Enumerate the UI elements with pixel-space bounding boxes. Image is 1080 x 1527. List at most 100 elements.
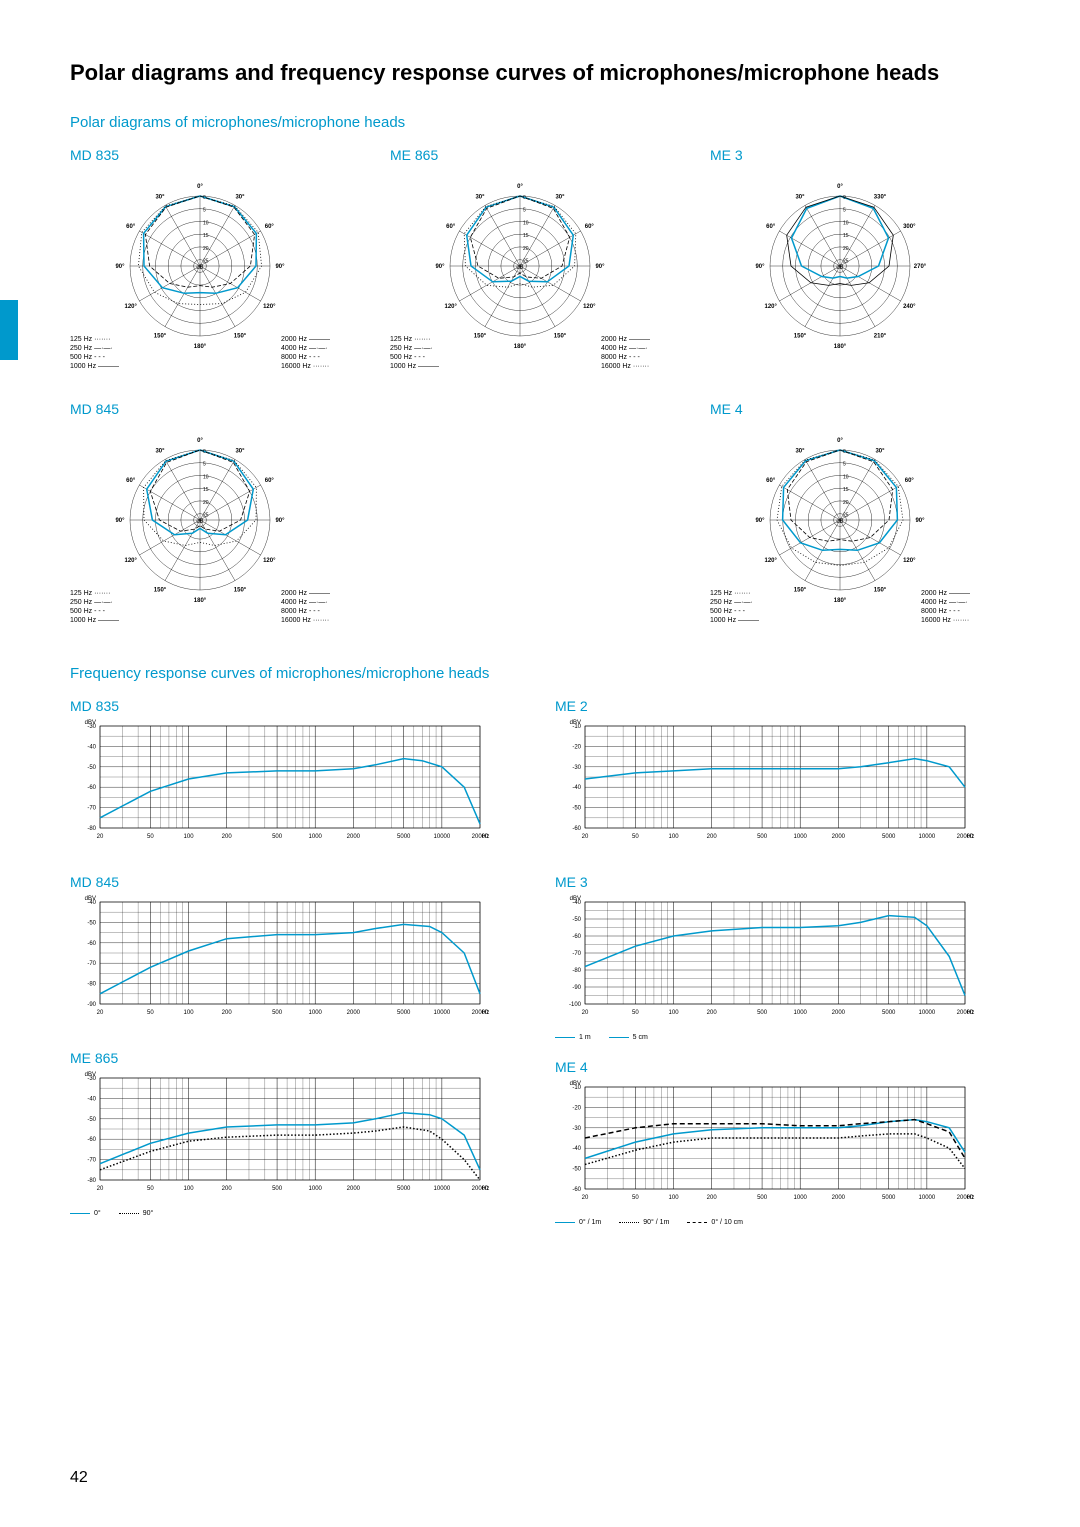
svg-text:60°: 60° — [905, 478, 915, 484]
svg-text:1000: 1000 — [309, 1010, 323, 1016]
svg-text:500: 500 — [757, 1195, 768, 1201]
svg-text:500: 500 — [757, 834, 768, 840]
polar-title-md835: MD 835 — [70, 147, 370, 163]
svg-text:200: 200 — [707, 1195, 718, 1201]
polar-chart-me865: 0°30°60°90°120°150°180°150°120°90°60°30°… — [390, 171, 650, 371]
freq-legend-me3: 1 m5 cm — [555, 1034, 1010, 1041]
svg-text:100: 100 — [184, 1010, 195, 1016]
svg-text:5: 5 — [203, 208, 206, 214]
svg-text:120°: 120° — [765, 558, 778, 564]
freq-title-me865: ME 865 — [70, 1050, 525, 1066]
svg-text:-80: -80 — [87, 826, 96, 832]
svg-text:90°: 90° — [755, 264, 765, 270]
svg-text:20: 20 — [582, 834, 589, 840]
polar-cell-me865: ME 8650°30°60°90°120°150°180°150°120°90°… — [390, 147, 690, 371]
polar-cell-md845: MD 8450°30°60°90°120°150°180°150°120°90°… — [70, 401, 370, 625]
svg-text:150°: 150° — [234, 333, 247, 339]
svg-text:-60: -60 — [87, 785, 96, 791]
svg-text:150°: 150° — [794, 587, 807, 593]
svg-text:5000: 5000 — [882, 1010, 896, 1016]
svg-text:100: 100 — [669, 834, 680, 840]
svg-text:20: 20 — [843, 500, 849, 506]
svg-text:-70: -70 — [572, 951, 581, 957]
svg-text:-40: -40 — [572, 1146, 581, 1152]
svg-text:90°: 90° — [915, 518, 925, 524]
svg-text:30°: 30° — [235, 195, 245, 201]
svg-text:1000: 1000 — [309, 834, 323, 840]
polar-cell-me4: ME 40°30°60°90°120°150°180°150°120°90°60… — [710, 401, 1010, 625]
freq-chart-me4: dBV-60-50-40-30-20-102050100200500100020… — [555, 1077, 975, 1217]
svg-text:60°: 60° — [265, 478, 275, 484]
polar-legend-right-md845: 2000 Hz ———4000 Hz —·—·8000 Hz - - -1600… — [281, 589, 330, 625]
svg-text:240°: 240° — [903, 304, 916, 310]
svg-text:50: 50 — [147, 834, 154, 840]
svg-text:5: 5 — [523, 208, 526, 214]
svg-text:90°: 90° — [115, 518, 125, 524]
svg-text:90°: 90° — [435, 264, 445, 270]
svg-text:60°: 60° — [126, 478, 136, 484]
svg-text:-40: -40 — [87, 744, 96, 750]
svg-text:2000: 2000 — [832, 1010, 846, 1016]
svg-text:1000: 1000 — [794, 1195, 808, 1201]
svg-text:-60: -60 — [572, 934, 581, 940]
svg-text:-40: -40 — [87, 1096, 96, 1102]
svg-text:0°: 0° — [837, 438, 843, 444]
svg-text:150°: 150° — [794, 333, 807, 339]
svg-text:210°: 210° — [874, 333, 887, 339]
svg-text:150°: 150° — [234, 587, 247, 593]
svg-text:-50: -50 — [87, 920, 96, 926]
svg-text:10000: 10000 — [434, 1186, 451, 1192]
polar-chart-md845: 0°30°60°90°120°150°180°150°120°90°60°30°… — [70, 425, 330, 625]
svg-text:50: 50 — [147, 1010, 154, 1016]
svg-text:-50: -50 — [87, 765, 96, 771]
svg-text:10: 10 — [843, 474, 849, 480]
svg-text:2000: 2000 — [347, 834, 361, 840]
svg-text:dB: dB — [836, 265, 843, 271]
polar-title-me3: ME 3 — [710, 147, 1010, 163]
svg-text:-40: -40 — [572, 900, 581, 906]
freq-title-me2: ME 2 — [555, 698, 1010, 714]
svg-text:-60: -60 — [572, 826, 581, 832]
svg-text:-40: -40 — [572, 785, 581, 791]
svg-text:Hz: Hz — [482, 1010, 489, 1016]
svg-text:20: 20 — [203, 500, 209, 506]
freq-title-me3: ME 3 — [555, 874, 1010, 890]
svg-text:5000: 5000 — [397, 1010, 411, 1016]
svg-text:10: 10 — [523, 220, 529, 226]
svg-text:330°: 330° — [874, 195, 887, 201]
polar-title-md845: MD 845 — [70, 401, 370, 417]
polar-section-title: Polar diagrams of microphones/microphone… — [70, 114, 1010, 131]
svg-text:-60: -60 — [87, 1137, 96, 1143]
svg-text:20: 20 — [843, 246, 849, 252]
svg-text:1000: 1000 — [794, 1010, 808, 1016]
polar-chart-md835: 0°30°60°90°120°150°180°150°120°90°60°30°… — [70, 171, 330, 371]
svg-text:100: 100 — [184, 834, 195, 840]
freq-col-right: ME 2dBV-60-50-40-30-20-10205010020050010… — [555, 698, 1010, 1244]
svg-text:25: 25 — [843, 259, 849, 265]
svg-text:-20: -20 — [572, 1105, 581, 1111]
svg-text:5: 5 — [843, 462, 846, 468]
svg-text:120°: 120° — [263, 558, 276, 564]
polar-chart-me3: 0°330°300°270°240°210°180°150°120°90°60°… — [710, 171, 970, 371]
freq-section-title: Frequency response curves of microphones… — [70, 665, 1010, 682]
svg-text:270°: 270° — [914, 264, 927, 270]
svg-text:-70: -70 — [87, 961, 96, 967]
svg-text:90°: 90° — [115, 264, 125, 270]
svg-text:10: 10 — [203, 220, 209, 226]
svg-text:-50: -50 — [572, 917, 581, 923]
svg-text:Hz: Hz — [967, 834, 974, 840]
svg-text:10: 10 — [203, 474, 209, 480]
svg-text:50: 50 — [632, 1195, 639, 1201]
svg-text:200: 200 — [222, 1010, 233, 1016]
svg-text:Hz: Hz — [482, 834, 489, 840]
svg-text:25: 25 — [203, 259, 209, 265]
svg-text:1000: 1000 — [309, 1186, 323, 1192]
freq-chart-me2: dBV-60-50-40-30-20-102050100200500100020… — [555, 716, 975, 856]
freq-grid: MD 835dBV-80-70-60-50-40-302050100200500… — [70, 698, 1010, 1244]
svg-text:60°: 60° — [585, 224, 595, 230]
freq-cell-me865: ME 865dBV-80-70-60-50-40-302050100200500… — [70, 1050, 525, 1217]
polar-row-1: MD 835 0°30°60°90°120°150°180°150°120°90°… — [70, 147, 1010, 371]
svg-text:30°: 30° — [555, 195, 565, 201]
svg-text:15: 15 — [523, 233, 529, 239]
svg-text:100: 100 — [184, 1186, 195, 1192]
